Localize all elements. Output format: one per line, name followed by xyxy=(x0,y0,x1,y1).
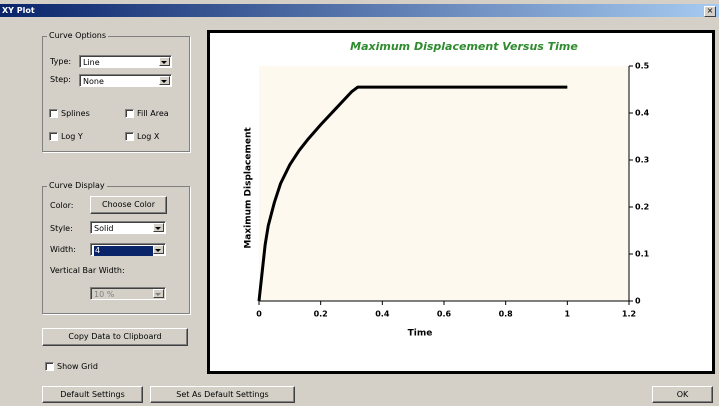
data-line xyxy=(257,85,568,302)
plot-area xyxy=(259,66,629,301)
x-tick-label: 0.6 xyxy=(437,310,452,319)
y-tick-label: 0.1 xyxy=(635,250,650,259)
curve-display-group xyxy=(42,186,190,314)
x-tick-label: 0.4 xyxy=(375,310,390,319)
y-axis-label: Maximum Displacement xyxy=(244,127,254,249)
label: Vertical Bar Width: xyxy=(50,266,125,275)
x-tick-label: 0 xyxy=(256,310,262,319)
width-select[interactable]: 4 xyxy=(90,243,166,256)
checkbox-label: Splines xyxy=(61,109,90,118)
default-settings-button[interactable]: Default Settings xyxy=(42,386,143,403)
step-select[interactable]: None xyxy=(79,74,172,87)
group-title: Curve Display xyxy=(47,181,107,190)
x-tick-label: 0.2 xyxy=(314,310,328,319)
select-value: 10 % xyxy=(94,290,115,299)
checkbox-label: Log Y xyxy=(61,132,83,141)
copy-button[interactable]: Copy Data to Clipboard xyxy=(42,328,188,346)
checkbox-label: Fill Area xyxy=(137,109,169,118)
select-value: 4 xyxy=(94,246,153,256)
ok-button[interactable]: OK xyxy=(652,386,713,403)
bar-width-select[interactable]: 10 % xyxy=(90,287,166,300)
label: Width: xyxy=(50,245,76,254)
x-tick-label: 0.8 xyxy=(499,310,514,319)
checkbox[interactable] xyxy=(49,109,58,118)
y-tick-label: 0.4 xyxy=(635,109,650,118)
choose-color-button[interactable]: Choose Color xyxy=(90,196,167,214)
x-tick-label: 1.2 xyxy=(622,310,636,319)
type-select[interactable]: Line xyxy=(79,55,172,68)
label: Style: xyxy=(50,224,73,233)
checkbox-label: Show Grid xyxy=(57,362,98,371)
title-bar: XY Plot xyxy=(0,4,719,17)
set-default-button[interactable]: Set As Default Settings xyxy=(150,386,295,403)
label: Step: xyxy=(50,75,71,84)
checkbox[interactable] xyxy=(125,132,134,141)
select-value: Line xyxy=(83,58,100,67)
y-tick-label: 0 xyxy=(635,297,641,306)
label: Color: xyxy=(50,201,74,210)
group-title: Curve Options xyxy=(47,31,109,40)
select-value: None xyxy=(83,77,104,86)
x-tick-label: 1 xyxy=(565,310,571,319)
checkbox[interactable] xyxy=(49,132,58,141)
y-tick-label: 0.5 xyxy=(635,62,650,71)
chart-title: Maximum Displacement Versus Time xyxy=(350,40,578,53)
label: Type: xyxy=(50,57,72,66)
style-select[interactable]: Solid xyxy=(90,221,166,234)
checkbox-label: Log X xyxy=(137,132,160,141)
checkbox[interactable] xyxy=(45,362,54,371)
close-button[interactable]: × xyxy=(704,6,716,17)
checkbox[interactable] xyxy=(125,109,134,118)
curve-options-group xyxy=(42,36,190,152)
y-tick-label: 0.3 xyxy=(635,156,649,165)
x-axis-label: Time xyxy=(408,329,433,339)
chart: Maximum Displacement Versus Time Time Ma… xyxy=(207,30,715,374)
select-value: Solid xyxy=(94,224,114,233)
y-tick-label: 0.2 xyxy=(635,203,649,212)
